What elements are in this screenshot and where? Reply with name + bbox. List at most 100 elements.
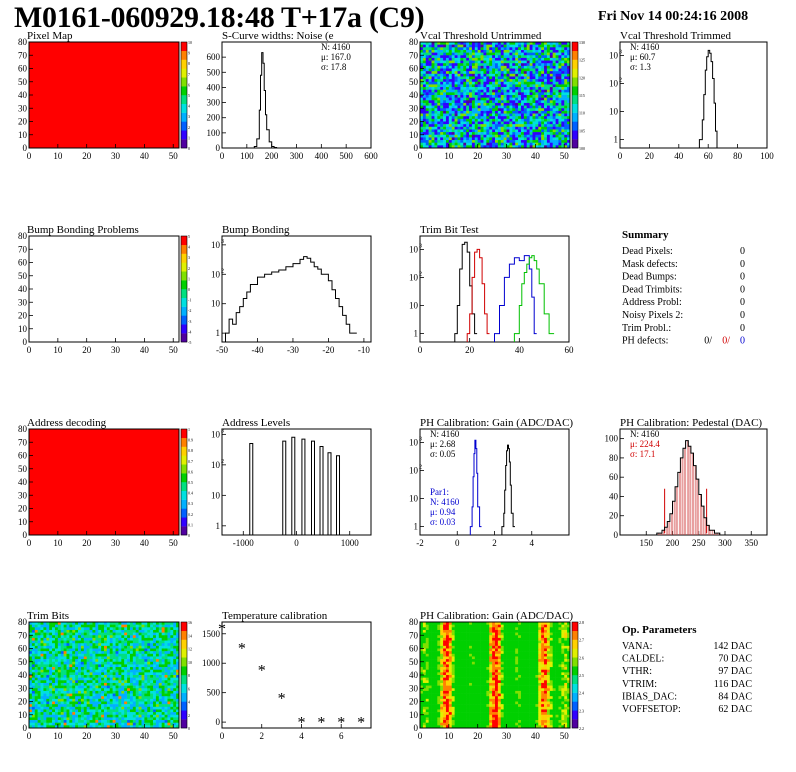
heatmap-cell bbox=[54, 675, 59, 678]
heatmap-cell bbox=[124, 675, 128, 678]
heatmap-cell bbox=[52, 645, 56, 649]
heatmap-cell bbox=[150, 704, 154, 708]
heatmap-cell bbox=[469, 105, 473, 109]
heatmap-cell bbox=[564, 100, 568, 104]
heatmap-cell bbox=[118, 688, 122, 692]
heatmap-cell bbox=[552, 102, 556, 106]
x-tick-label: -2 bbox=[416, 538, 424, 548]
heatmap-cell bbox=[463, 44, 467, 48]
heatmap-cell bbox=[428, 717, 432, 721]
heatmap-cell bbox=[43, 656, 47, 660]
heatmap-cell bbox=[72, 677, 76, 681]
heatmap-cell bbox=[564, 89, 568, 93]
heatmap-cell bbox=[147, 714, 151, 718]
heatmap-cell bbox=[489, 92, 493, 96]
heatmap-cell bbox=[445, 108, 450, 112]
heatmap-cell bbox=[515, 49, 519, 53]
heatmap-cell bbox=[434, 640, 438, 644]
heatmap-cell bbox=[552, 97, 556, 101]
heatmap-cell bbox=[49, 720, 53, 723]
heatmap-cell bbox=[500, 113, 504, 117]
heatmap-cell bbox=[474, 118, 478, 122]
heatmap-cell bbox=[552, 81, 556, 85]
heatmap-cell bbox=[121, 717, 125, 721]
heatmap-cell bbox=[173, 720, 177, 723]
heatmap-cell bbox=[503, 100, 507, 104]
heatmap-cell bbox=[520, 44, 525, 48]
heatmap-cell bbox=[49, 696, 53, 700]
heatmap-cell bbox=[532, 84, 536, 88]
heatmap-cell bbox=[489, 105, 493, 109]
heatmap-cell bbox=[66, 675, 70, 678]
heatmap-cell bbox=[532, 126, 536, 130]
heatmap-cell bbox=[463, 113, 467, 117]
heatmap-cell bbox=[448, 126, 453, 130]
heatmap-cell bbox=[503, 113, 507, 117]
heatmap-cell bbox=[567, 132, 571, 136]
heatmap-cell bbox=[506, 134, 510, 138]
heatmap-cell bbox=[440, 55, 444, 59]
heatmap-cell bbox=[420, 693, 424, 697]
heatmap-cell bbox=[158, 656, 162, 660]
y-tick-label: 1 bbox=[216, 328, 221, 338]
heatmap-cell bbox=[518, 121, 522, 125]
heatmap-cell bbox=[477, 87, 481, 90]
heatmap-cell bbox=[66, 648, 70, 652]
heatmap-cell bbox=[497, 140, 502, 143]
chart-address_decoding: Address decoding00.10.20.30.40.50.60.70.… bbox=[18, 417, 193, 548]
heatmap-cell bbox=[500, 100, 504, 104]
heatmap-cell bbox=[75, 677, 79, 681]
heatmap-cell bbox=[40, 651, 44, 655]
heatmap-cell bbox=[115, 722, 119, 726]
heatmap-cell bbox=[567, 134, 571, 138]
heatmap-cell bbox=[104, 640, 108, 644]
heatmap-cell bbox=[440, 110, 444, 114]
heatmap-cell bbox=[92, 651, 96, 655]
heatmap-cell bbox=[463, 52, 467, 56]
heatmap-cell bbox=[541, 100, 545, 104]
heatmap-cell bbox=[555, 44, 559, 48]
heatmap-cell bbox=[483, 81, 487, 85]
heatmap-cell bbox=[463, 102, 467, 106]
heatmap-cell bbox=[150, 677, 154, 681]
heatmap-cell bbox=[98, 667, 102, 670]
y-tick-label: 400 bbox=[207, 82, 221, 92]
heatmap-cell bbox=[497, 142, 502, 146]
colorbar-label: 9 bbox=[188, 51, 190, 56]
heatmap-cell bbox=[463, 71, 467, 75]
heatmap-cell bbox=[109, 698, 113, 702]
heatmap-cell bbox=[420, 44, 424, 48]
heatmap-cell bbox=[489, 134, 493, 138]
heatmap-cell bbox=[529, 49, 533, 53]
heatmap-cell bbox=[434, 60, 438, 64]
heatmap-cell bbox=[40, 682, 44, 686]
x-tick-label: 50 bbox=[169, 538, 179, 548]
colorbar-label: 3 bbox=[188, 114, 190, 119]
heatmap-cell bbox=[161, 672, 165, 676]
heatmap-cell bbox=[561, 137, 565, 141]
heatmap-cell bbox=[54, 725, 59, 729]
heatmap-cell bbox=[106, 720, 111, 723]
heatmap-cell bbox=[437, 60, 441, 64]
heatmap-cell bbox=[40, 629, 44, 633]
heatmap-cell bbox=[57, 627, 62, 631]
heatmap-cell bbox=[83, 688, 87, 692]
heatmap-cell bbox=[526, 100, 530, 104]
heatmap-cell bbox=[167, 677, 171, 681]
heatmap-cell bbox=[428, 704, 432, 708]
heatmap-cell bbox=[437, 116, 441, 120]
heatmap-cell bbox=[144, 688, 148, 692]
x-tick-label: 0 bbox=[27, 538, 32, 548]
heatmap-cell bbox=[141, 653, 145, 657]
heatmap-cell bbox=[78, 709, 82, 713]
stats-line: Par1: bbox=[430, 487, 449, 497]
heatmap-cell bbox=[474, 55, 478, 59]
heatmap-cell bbox=[176, 651, 180, 655]
heatmap-cell bbox=[29, 627, 33, 631]
heatmap-cell bbox=[428, 693, 432, 697]
heatmap-cell bbox=[29, 712, 33, 716]
heatmap-cell bbox=[526, 60, 530, 64]
heatmap-cell bbox=[567, 126, 571, 130]
heatmap-cell bbox=[170, 720, 174, 723]
heatmap-cell bbox=[546, 129, 551, 133]
